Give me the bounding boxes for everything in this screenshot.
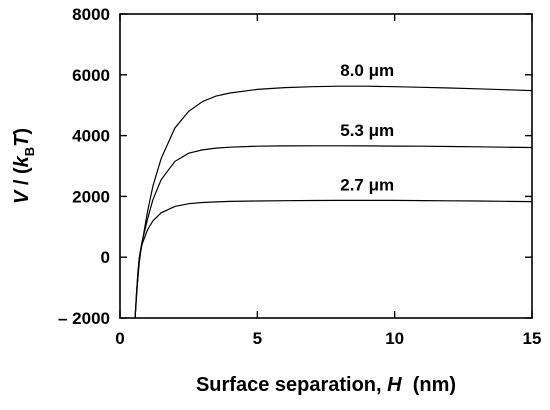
series-label: 5.3 μm	[340, 121, 394, 140]
x-tick-label: 5	[253, 329, 262, 348]
x-axis-title-variable: H	[387, 374, 402, 396]
x-axis-title: Surface separation, H (nm)	[196, 374, 456, 396]
series-curves	[134, 85, 533, 319]
series-line	[134, 85, 533, 319]
y-tick-label: 0	[101, 248, 110, 267]
plot-frame	[119, 13, 533, 319]
series-line	[134, 199, 533, 319]
y-tick-labels: – 2000 0 2000 4000 6000 8000	[58, 5, 110, 328]
series-labels: 8.0 μm 5.3 μm 2.7 μm	[340, 61, 394, 194]
y-axis-title-slash: / (	[11, 167, 33, 191]
x-tick-labels: 0 5 10 15	[115, 329, 541, 348]
x-axis-title-prefix: Surface separation,	[196, 374, 387, 396]
y-tick-label: 8000	[72, 5, 110, 24]
y-tick-label: 2000	[72, 187, 110, 206]
y-axis-title-v: V	[11, 189, 33, 204]
y-tick-label: 4000	[72, 127, 110, 146]
y-axis-title: V / (kBT)	[11, 128, 37, 204]
series-line	[134, 145, 533, 319]
x-tick-label: 0	[115, 329, 124, 348]
x-axis-title-suffix: (nm)	[402, 374, 456, 396]
y-tick-label: 6000	[72, 66, 110, 85]
y-axis-title-k: k	[11, 155, 33, 167]
x-tick-label: 10	[385, 329, 404, 348]
y-tick-label: – 2000	[58, 309, 110, 328]
y-axis-title-subscript: B	[22, 147, 37, 156]
tick-marks	[119, 13, 533, 319]
series-label: 8.0 μm	[340, 61, 394, 80]
series-label: 2.7 μm	[340, 175, 394, 194]
y-axis-title-close: )	[11, 128, 33, 135]
x-tick-label: 15	[523, 329, 542, 348]
y-axis-title-t: T	[11, 133, 33, 147]
